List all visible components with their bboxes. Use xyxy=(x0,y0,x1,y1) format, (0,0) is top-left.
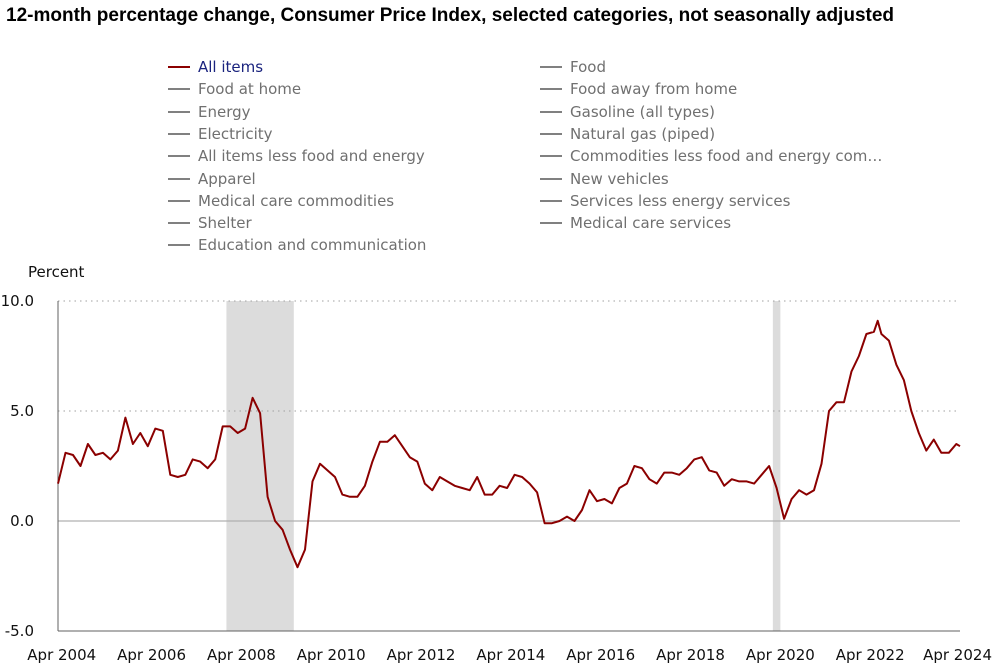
legend-label: Food xyxy=(570,58,606,76)
legend-label: Medical care commodities xyxy=(198,191,395,210)
legend-label: Services less energy services xyxy=(570,191,791,210)
x-tick-label: Apr 2014 xyxy=(476,646,545,664)
x-tick-label: Apr 2022 xyxy=(836,646,905,664)
legend-swatch xyxy=(540,88,562,91)
legend-label: All items xyxy=(198,58,264,76)
legend-item[interactable]: Gasoline (all types) xyxy=(540,101,715,123)
legend-item[interactable]: Apparel xyxy=(168,168,256,190)
legend-swatch xyxy=(540,110,562,113)
legend-label: Apparel xyxy=(198,169,256,188)
legend-swatch xyxy=(168,88,190,91)
legend-label: Gasoline (all types) xyxy=(570,102,715,121)
legend-label: Medical care services xyxy=(570,214,732,233)
y-tick-label: 0.0 xyxy=(10,512,34,530)
legend-swatch xyxy=(168,222,190,225)
legend-item[interactable]: All items less food and energy xyxy=(168,145,425,167)
legend-item[interactable]: New vehicles xyxy=(540,168,669,190)
x-tick-label: Apr 2004 xyxy=(27,646,96,664)
legend-swatch xyxy=(540,155,562,158)
x-tick-label: Apr 2016 xyxy=(566,646,635,664)
chart-legend: All items Food Food at home Food away from … xyxy=(168,56,928,256)
chart-title: 12-month percentage change, Consumer Pri… xyxy=(6,5,895,26)
y-tick-label: 5.0 xyxy=(10,402,34,420)
x-tick-label: Apr 2006 xyxy=(117,646,186,664)
series-lines xyxy=(57,319,961,569)
legend-item[interactable]: Electricity xyxy=(168,123,273,145)
legend-item[interactable]: All items xyxy=(168,56,263,78)
recession-band xyxy=(772,301,781,631)
legend-item[interactable]: Services less energy services xyxy=(540,190,790,212)
legend-swatch xyxy=(540,199,562,202)
y-tick-labels: 10.0 5.0 0.0 -5.0 xyxy=(1,292,34,640)
recession-band xyxy=(226,301,294,631)
legend-swatch xyxy=(168,199,190,202)
y-tick-label: 10.0 xyxy=(1,292,34,310)
x-tick-label: Apr 2024 xyxy=(923,646,992,664)
x-tick-label: Apr 2012 xyxy=(387,646,456,664)
legend-swatch xyxy=(168,66,190,68)
x-tick-labels: Apr 2004 Apr 2006 Apr 2008 Apr 2010 Apr 2012… xyxy=(27,646,992,664)
legend-swatch xyxy=(540,132,562,135)
x-tick-label: Apr 2020 xyxy=(746,646,815,664)
x-tick-label: Apr 2018 xyxy=(656,646,725,664)
legend-label: Food at home xyxy=(198,80,302,99)
legend-swatch xyxy=(540,222,562,225)
legend-item[interactable]: Energy xyxy=(168,101,251,123)
legend-item[interactable]: Medical care services xyxy=(540,212,731,234)
y-axis-label: Percent xyxy=(28,263,85,281)
x-tick-label: Apr 2010 xyxy=(297,646,366,664)
legend-label: New vehicles xyxy=(570,169,669,188)
legend-item[interactable]: Food xyxy=(540,56,606,78)
gridlines xyxy=(58,300,960,522)
legend-item[interactable]: Medical care commodities xyxy=(168,190,394,212)
x-tick-label: Apr 2008 xyxy=(207,646,276,664)
legend-swatch xyxy=(540,177,562,180)
legend-swatch xyxy=(168,110,190,113)
legend-label: Commodities less food and energy com… xyxy=(570,147,883,166)
legend-item[interactable]: Food at home xyxy=(168,78,301,100)
legend-item[interactable]: Education and communication xyxy=(168,234,426,256)
legend-label: All items less food and energy xyxy=(198,147,425,166)
y-tick-label: -5.0 xyxy=(5,622,34,640)
legend-label: Shelter xyxy=(198,214,252,233)
legend-item[interactable]: Natural gas (piped) xyxy=(540,123,715,145)
legend-swatch xyxy=(168,244,190,247)
legend-label: Energy xyxy=(198,102,251,121)
axes xyxy=(57,301,960,632)
legend-swatch xyxy=(168,132,190,135)
legend-item[interactable]: Food away from home xyxy=(540,78,737,100)
legend-item[interactable]: Commodities less food and energy com… xyxy=(540,145,882,167)
legend-label: Food away from home xyxy=(570,80,738,99)
legend-swatch xyxy=(168,177,190,180)
recession-shading xyxy=(226,301,781,631)
series-line-all-items xyxy=(57,319,961,569)
legend-label: Education and communication xyxy=(198,236,427,255)
legend-label: Electricity xyxy=(198,124,273,143)
legend-swatch xyxy=(540,66,562,68)
legend-item[interactable]: Shelter xyxy=(168,212,252,234)
legend-swatch xyxy=(168,155,190,158)
legend-label: Natural gas (piped) xyxy=(570,124,716,143)
